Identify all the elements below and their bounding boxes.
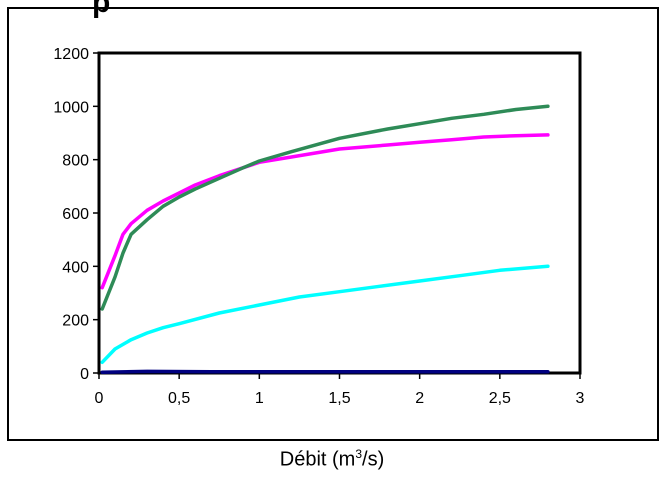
series-line-2 [100, 104, 550, 311]
series-layer [100, 104, 550, 374]
x-axis-label: Débit (m3/s) [0, 447, 664, 472]
y-tick-label: 1200 [53, 46, 89, 63]
x-tick-label: 3 [576, 390, 585, 407]
y-tick-label: 600 [62, 206, 89, 223]
x-tick-label: 2,5 [489, 390, 511, 407]
tick-layer: 0 200 400 600 800 1000 1200 0 0,5 1 1,5 2 2,5 3 [53, 46, 584, 407]
y-tick-label: 1000 [53, 99, 89, 116]
x-tick-label: 0,5 [168, 390, 190, 407]
y-tick-label: 200 [62, 313, 89, 330]
chart-title: p [92, 0, 111, 19]
x-axis-label-sup: 3 [355, 447, 363, 461]
x-axis-label-prefix: Débit (m [279, 448, 356, 471]
x-tick-label: 2 [415, 390, 424, 407]
series-line-3 [100, 264, 550, 365]
y-tick-label: 800 [62, 153, 89, 170]
x-tick-label: 1 [255, 390, 264, 407]
series-line-4 [100, 369, 550, 374]
plot-area [97, 51, 582, 375]
y-tick-label: 400 [62, 259, 89, 276]
x-axis-label-suffix: /s) [362, 448, 385, 471]
x-tick-label: 0 [95, 390, 104, 407]
y-tick-label: 0 [80, 366, 89, 383]
x-tick-label: 1,5 [328, 390, 350, 407]
